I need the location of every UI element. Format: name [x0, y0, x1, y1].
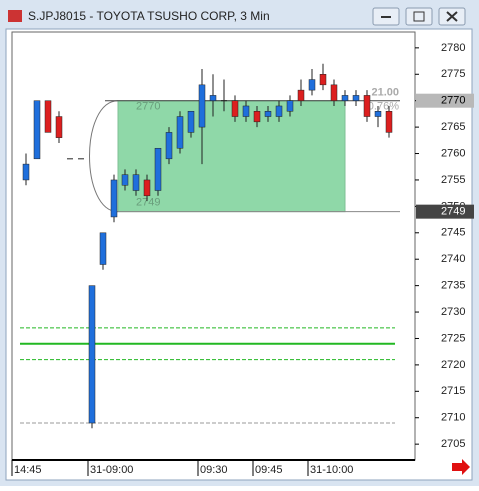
price-marker	[416, 93, 474, 108]
y-tick-label: 2735	[441, 280, 465, 292]
candle-body	[143, 179, 151, 197]
y-tick-label: 2730	[441, 306, 465, 318]
y-tick-label: 2725	[441, 332, 465, 344]
y-tick-label: 2780	[441, 42, 465, 54]
candle-body	[297, 89, 305, 101]
candle-body	[88, 285, 96, 424]
app-icon	[8, 10, 22, 22]
candle-body	[198, 84, 206, 128]
candle-body	[44, 100, 52, 133]
x-tick-label: 09:30	[200, 464, 228, 476]
candle-body	[286, 100, 294, 112]
range-low-label: 2749	[136, 197, 160, 209]
candle-body	[352, 95, 360, 101]
candle-body	[341, 95, 349, 101]
price-marker-label: 2749	[441, 206, 465, 218]
range-box	[117, 100, 346, 213]
candle-body	[231, 100, 239, 117]
range-high-label: 2770	[136, 101, 160, 113]
y-tick-label: 2755	[441, 174, 465, 186]
candle-body	[121, 174, 129, 186]
candle-body	[187, 111, 195, 133]
candle-body	[330, 84, 338, 101]
window-title: S.JPJ8015 - TOYOTA TSUSHO CORP, 3 Min	[28, 9, 270, 23]
candle-body	[110, 179, 118, 218]
candle-body	[165, 132, 173, 160]
y-tick-label: 2715	[441, 385, 465, 397]
candle-body	[33, 100, 41, 160]
y-tick-label: 2765	[441, 121, 465, 133]
candle-body	[22, 163, 30, 181]
candle-body	[374, 111, 382, 117]
x-tick-label: 14:45	[14, 464, 42, 476]
y-tick-label: 2775	[441, 68, 465, 80]
chart: 2705271027152720272527302735274027452750…	[11, 42, 474, 476]
price-marker-label: 2770	[441, 95, 465, 107]
candle-body	[154, 147, 162, 191]
candle-body	[242, 105, 250, 117]
candle-body	[264, 111, 272, 117]
range-pct-label: 0.76%	[368, 101, 399, 113]
y-tick-label: 2705	[441, 438, 465, 450]
candle-body	[132, 174, 140, 191]
candle-body	[253, 111, 261, 123]
candle-body	[176, 116, 184, 149]
y-tick-label: 2740	[441, 253, 465, 265]
maximize-button[interactable]	[405, 7, 433, 26]
x-tick-label: 31-10:00	[310, 464, 353, 476]
y-tick-label: 2720	[441, 359, 465, 371]
candle-body	[99, 232, 107, 265]
candle-body	[385, 111, 393, 133]
x-tick-label: 31-09:00	[90, 464, 133, 476]
candle-body	[363, 95, 371, 117]
scroll-arrow[interactable]	[452, 459, 470, 475]
range-bracket	[89, 100, 119, 213]
candle-body	[55, 116, 63, 138]
range-diff-label: 21.00	[371, 87, 399, 99]
candle-body	[319, 74, 327, 86]
icon	[446, 11, 458, 22]
y-tick-label: 2745	[441, 227, 465, 239]
candle-body	[275, 105, 283, 117]
y-tick-label: 2710	[441, 412, 465, 424]
candle-body	[308, 79, 316, 91]
icon	[413, 11, 425, 22]
x-tick-label: 09:45	[255, 464, 283, 476]
y-tick-label: 2760	[441, 147, 465, 159]
price-marker	[416, 204, 474, 219]
candle-body	[209, 95, 217, 101]
